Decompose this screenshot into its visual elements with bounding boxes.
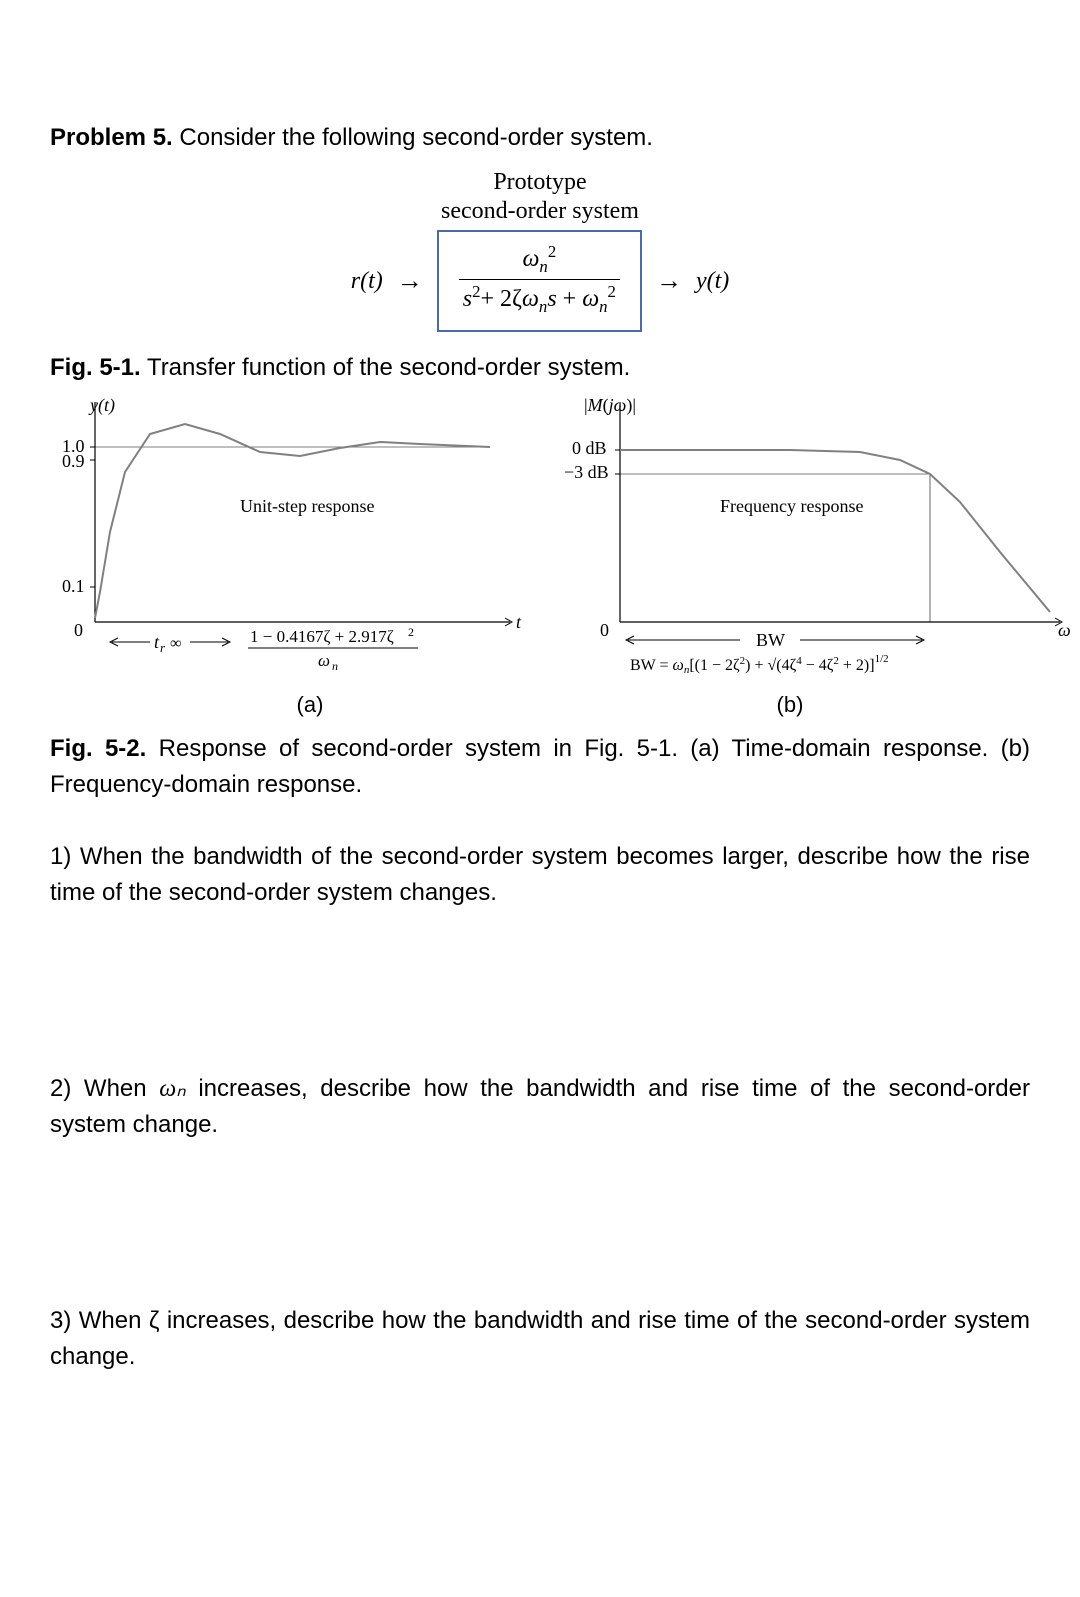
fig51-label: Fig. 5-1. bbox=[50, 354, 141, 381]
svg-text:Unit-step response: Unit-step response bbox=[240, 496, 374, 516]
svg-text:r: r bbox=[160, 640, 166, 655]
chart-sublabels: (a) (b) bbox=[50, 688, 1030, 721]
tf-title-l2: second-order system bbox=[441, 198, 639, 224]
svg-text:ω: ω bbox=[318, 651, 330, 670]
tf-input: r(t) bbox=[351, 263, 383, 299]
fig52-text-l1: Response of second-order system in Fig. … bbox=[159, 735, 989, 762]
tf-output: y(t) bbox=[696, 263, 729, 299]
q2-var: ωₙ bbox=[159, 1076, 186, 1102]
svg-text:0: 0 bbox=[600, 620, 609, 640]
fig52-label: Fig. 5-2. bbox=[50, 735, 146, 762]
problem-label: Problem 5. bbox=[50, 124, 173, 151]
charts-row: 1.0 0.9 0.1 0 y(t) t Unit-step response … bbox=[50, 392, 1030, 682]
svg-text:t: t bbox=[516, 612, 522, 632]
tf-numerator: ωn2 bbox=[459, 242, 620, 281]
svg-text:0: 0 bbox=[74, 620, 83, 640]
chart-a: 1.0 0.9 0.1 0 y(t) t Unit-step response … bbox=[50, 392, 540, 682]
arrow-icon: → bbox=[656, 261, 682, 300]
q2-pre: 2) When bbox=[50, 1075, 159, 1102]
svg-text:0.9: 0.9 bbox=[62, 451, 85, 471]
svg-text:|M(jω)|: |M(jω)| bbox=[584, 395, 636, 416]
fig51-text: Transfer function of the second-order sy… bbox=[147, 354, 630, 381]
chart-b: 0 dB −3 dB 0 |M(jω)| ω Frequency respons… bbox=[560, 392, 1070, 682]
svg-text:BW = ωn[(1 − 2ζ2) + √(4ζ4 − 4ζ: BW = ωn[(1 − 2ζ2) + √(4ζ4 − 4ζ2 + 2)]1/2 bbox=[630, 653, 889, 676]
svg-text:2: 2 bbox=[408, 625, 414, 639]
problem-text: Consider the following second-order syst… bbox=[179, 124, 653, 151]
chart-a-sublabel: (a) bbox=[70, 688, 550, 721]
tf-title: Prototype second-order system bbox=[50, 168, 1030, 226]
svg-text:ω: ω bbox=[1058, 620, 1070, 640]
arrow-icon: → bbox=[397, 261, 423, 300]
fig52-caption: Fig. 5-2. Response of second-order syste… bbox=[50, 731, 1030, 803]
svg-text:0.1: 0.1 bbox=[62, 576, 85, 596]
svg-text:0 dB: 0 dB bbox=[572, 438, 607, 458]
svg-text:y(t): y(t) bbox=[88, 395, 115, 416]
svg-text:n: n bbox=[332, 659, 338, 673]
svg-text:Frequency response: Frequency response bbox=[720, 496, 863, 516]
tf-denominator: s2+ 2ζωns + ωn2 bbox=[459, 280, 620, 318]
question-2: 2) When ωₙ increases, describe how the b… bbox=[50, 1071, 1030, 1143]
tf-title-l1: Prototype bbox=[493, 169, 586, 195]
svg-text:1 − 0.4167ζ + 2.917ζ: 1 − 0.4167ζ + 2.917ζ bbox=[250, 627, 394, 646]
fig51-caption: Fig. 5-1. Transfer function of the secon… bbox=[50, 350, 1030, 386]
svg-text:−3 dB: −3 dB bbox=[564, 462, 609, 482]
question-1: 1) When the bandwidth of the second-orde… bbox=[50, 839, 1030, 911]
q2-post: increases, describe how the bandwidth an… bbox=[50, 1075, 1030, 1138]
tf-box: ωn2 s2+ 2ζωns + ωn2 bbox=[437, 230, 642, 333]
svg-text:∞: ∞ bbox=[170, 635, 181, 652]
svg-text:BW: BW bbox=[756, 630, 785, 650]
chart-b-sublabel: (b) bbox=[550, 688, 1030, 721]
question-3: 3) When ζ increases, describe how the ba… bbox=[50, 1303, 1030, 1375]
tf-diagram: Prototype second-order system r(t) → ωn2… bbox=[50, 168, 1030, 332]
problem-heading: Problem 5. Consider the following second… bbox=[50, 120, 1030, 156]
